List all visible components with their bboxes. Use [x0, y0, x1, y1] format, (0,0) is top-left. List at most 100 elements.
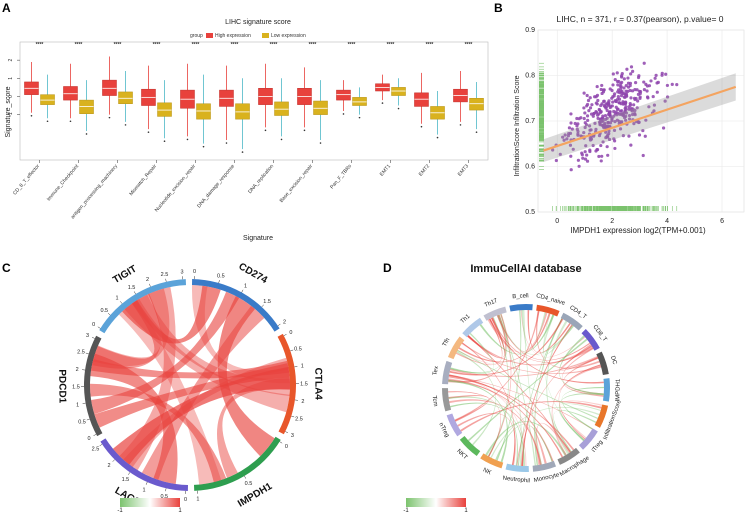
scatter-point: [573, 121, 577, 126]
chord-ribbon: [490, 317, 594, 363]
outlier-point: [303, 129, 306, 132]
chord-label-tcm: Tcm: [431, 395, 438, 407]
scatter-point: [596, 116, 600, 121]
box-body: [118, 91, 133, 104]
chord-ribbon: [563, 357, 604, 397]
scatter-point: [576, 132, 580, 136]
scatter-point: [582, 106, 586, 110]
scatter-point: [598, 120, 602, 124]
scatter-point: [583, 125, 587, 130]
scatter-point: [629, 143, 633, 147]
chord-tick-label: 1: [76, 402, 79, 408]
x-tick-label: EMT3: [457, 163, 470, 177]
significance-label: ****: [192, 42, 200, 48]
x-tick-label: 2: [610, 218, 614, 225]
scatter-point: [633, 88, 637, 92]
scatter-point: [616, 90, 620, 94]
outlier-point: [358, 116, 361, 119]
chord-label-nkt: NKT: [455, 448, 468, 461]
scatter-point: [569, 168, 573, 172]
chord-sector-ntreg: [446, 413, 463, 437]
panel-letter-b: B: [494, 1, 503, 15]
y-tick-label: 2: [8, 59, 14, 62]
chord-ribbon: [560, 345, 599, 371]
scatter-point: [624, 105, 628, 109]
chord-tick-label: 1.5: [122, 477, 130, 483]
scatter-point: [626, 76, 630, 80]
chord-tick-label: 1.5: [263, 299, 271, 305]
y-tick-label: 0.5: [525, 209, 535, 216]
significance-label: ****: [465, 42, 473, 48]
significance-label: ****: [387, 42, 395, 48]
chord-tick: [91, 336, 95, 339]
scatter-point: [629, 96, 633, 100]
scatter-point: [630, 89, 635, 93]
chord-ribbon: [119, 286, 176, 471]
chord-tick-label: 0: [285, 444, 288, 450]
chord-tick-label: 0.5: [217, 273, 225, 279]
scatter-point: [606, 120, 610, 125]
chord-ribbon: [546, 320, 570, 455]
scatter-point: [611, 100, 615, 104]
outlier-point: [225, 142, 228, 144]
scatter-point: [591, 114, 595, 118]
scatter-point: [561, 135, 565, 139]
chord-tick: [120, 301, 123, 304]
scatter-point: [617, 101, 621, 105]
boxplot-title: LIHC signature score: [225, 19, 291, 26]
chord-tick: [133, 291, 136, 295]
scatter-point: [605, 116, 609, 120]
scatter-point: [600, 83, 604, 88]
scatter-point: [594, 101, 598, 105]
scatter-point: [654, 73, 658, 77]
panel-b-scatter: LIHC, n = 371, r = 0.37(pearson), p.valu…: [514, 14, 745, 235]
scatter-point: [651, 94, 655, 99]
outlier-point: [186, 138, 189, 141]
scatter-point: [611, 95, 615, 99]
chord-ribbon: [118, 300, 222, 485]
box-body: [336, 89, 351, 101]
chord-tick: [285, 431, 289, 434]
chord-sector-th1: [462, 317, 484, 338]
scatter-point: [612, 128, 617, 132]
scatter-point: [616, 83, 620, 87]
chord-tick: [244, 475, 247, 479]
outlier-point: [69, 120, 72, 123]
chord-tick-label: 1: [301, 364, 304, 370]
chord-tick: [128, 472, 131, 475]
scatter-point: [632, 121, 636, 126]
chord-ribbon: [559, 400, 603, 439]
x-tick-label: antigen_processing_machinery: [70, 163, 119, 220]
outlier-point: [319, 142, 322, 144]
scatter-point: [596, 98, 600, 103]
outlier-point: [459, 124, 462, 126]
chord-sector-dc: [596, 351, 609, 376]
x-tick-label: CD_8_T_effector: [12, 163, 41, 196]
scatter-point: [568, 131, 573, 136]
outlier-point: [147, 131, 150, 133]
chord-tick-label: 0: [92, 322, 95, 328]
y-tick-label: -1: [8, 112, 14, 117]
scatter-point: [619, 94, 624, 98]
scatter-point: [620, 91, 624, 95]
scatter-point: [607, 99, 611, 103]
scatter-point: [607, 131, 611, 136]
chord-label-tex: Tex: [432, 366, 440, 376]
outlier-point: [108, 116, 111, 119]
scatter-point: [601, 140, 605, 144]
scatter-title: LIHC, n = 371, r = 0.37(pearson), p.valu…: [556, 14, 723, 24]
chord-label-ctla4: CTLA4: [312, 368, 323, 401]
chord-tick-label: 1: [196, 497, 199, 503]
y-tick-label: 0.9: [525, 27, 535, 34]
scatter-point: [636, 99, 640, 103]
scatter-point: [599, 117, 603, 121]
significance-label: ****: [153, 42, 161, 48]
chord-label-ntreg: nTreg: [437, 422, 449, 438]
chord-label-dc: DC: [609, 355, 618, 366]
chord-tick-label: 2.5: [161, 272, 169, 278]
scatter-point: [586, 118, 590, 122]
chord-ribbon: [520, 426, 547, 466]
boxplot-xlabel: Signature: [243, 235, 273, 242]
scatter-point: [613, 146, 617, 151]
scatter-point: [649, 79, 653, 83]
